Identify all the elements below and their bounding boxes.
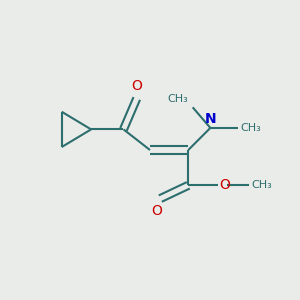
- Text: CH₃: CH₃: [241, 123, 261, 133]
- Text: CH₃: CH₃: [167, 94, 188, 104]
- Text: N: N: [205, 112, 216, 126]
- Text: CH₃: CH₃: [251, 180, 272, 190]
- Text: O: O: [219, 178, 230, 192]
- Text: O: O: [151, 204, 162, 218]
- Text: O: O: [131, 79, 142, 93]
